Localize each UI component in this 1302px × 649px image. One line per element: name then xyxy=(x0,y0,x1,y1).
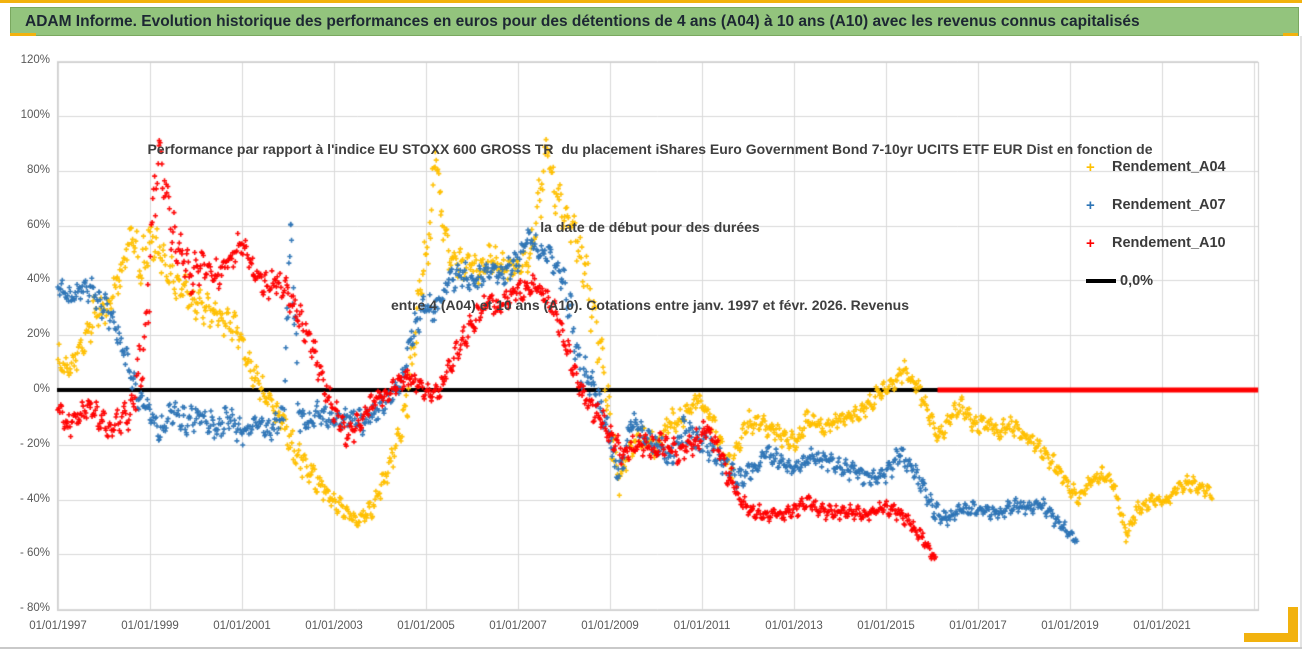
y-tick-label: 0% xyxy=(33,383,50,395)
x-tick-label: 01/01/2013 xyxy=(765,620,823,632)
x-tick-label: 01/01/2007 xyxy=(489,620,547,632)
x-tick-label: 01/01/2009 xyxy=(581,620,639,632)
x-tick-label: 01/01/2015 xyxy=(857,620,915,632)
y-tick-label: - 60% xyxy=(19,547,50,560)
legend-zero-line-icon xyxy=(1086,279,1116,283)
legend-plus-marker-icon: + xyxy=(1086,234,1095,252)
y-tick-label: 20% xyxy=(26,328,50,341)
scatter-plot-canvas xyxy=(0,36,1302,645)
page-right-edge xyxy=(1300,36,1302,647)
chart-title: Performance par rapport à l'indice EU ST… xyxy=(90,84,1210,370)
x-tick-label: 01/01/2001 xyxy=(213,620,271,632)
legend-item-rendement-a07: + Rendement_A07 xyxy=(1086,192,1286,218)
legend-item-0-0-: 0,0% xyxy=(1086,268,1286,294)
chart-legend: + Rendement_A04 + Rendement_A07 + Rendement_A… xyxy=(1086,154,1286,306)
page-title: ADAM Informe. Evolution historique des p… xyxy=(25,12,1140,30)
legend-plus-marker-icon: + xyxy=(1086,158,1095,176)
x-tick-label: 01/01/2019 xyxy=(1041,620,1099,632)
corner-accent-horizontal xyxy=(1244,633,1298,642)
legend-label: Rendement_A10 xyxy=(1112,235,1226,251)
y-tick-label: 40% xyxy=(26,273,50,286)
y-tick-label: 60% xyxy=(26,218,50,231)
top-accent-bar xyxy=(0,0,1302,3)
y-tick-label: - 40% xyxy=(19,492,50,505)
legend-label: 0,0% xyxy=(1120,273,1154,289)
y-tick-label: 80% xyxy=(26,163,50,176)
x-tick-label: 01/01/2011 xyxy=(673,620,731,632)
y-tick-label: - 80% xyxy=(19,602,50,615)
x-tick-label: 01/01/2003 xyxy=(305,620,363,632)
y-tick-label: - 20% xyxy=(19,437,50,450)
legend-item-rendement-a10: + Rendement_A10 xyxy=(1086,230,1286,256)
corner-accent-vertical xyxy=(1288,607,1298,640)
y-tick-label: 100% xyxy=(20,109,50,121)
legend-item-rendement-a04: + Rendement_A04 xyxy=(1086,154,1286,180)
chart-region: Performance par rapport à l'indice EU ST… xyxy=(0,36,1302,645)
x-tick-label: 01/01/1997 xyxy=(29,620,87,632)
x-tick-label: 01/01/2017 xyxy=(949,620,1007,632)
legend-plus-marker-icon: + xyxy=(1086,196,1095,214)
x-tick-label: 01/01/2021 xyxy=(1133,620,1191,632)
chart-title-line3: entre 4 (A04) et 10 ans (A10). Cotations… xyxy=(391,297,909,313)
legend-label: Rendement_A04 xyxy=(1112,159,1226,175)
y-tick-label: 120% xyxy=(20,54,50,67)
chart-title-line2: la date de début pour des durées xyxy=(540,219,760,235)
header-bar: ADAM Informe. Evolution historique des p… xyxy=(10,7,1299,36)
chart-title-line1: Performance par rapport à l'indice EU ST… xyxy=(147,141,1153,157)
legend-label: Rendement_A07 xyxy=(1112,197,1226,213)
x-tick-label: 01/01/2005 xyxy=(397,620,455,632)
x-tick-label: 01/01/1999 xyxy=(121,620,179,632)
